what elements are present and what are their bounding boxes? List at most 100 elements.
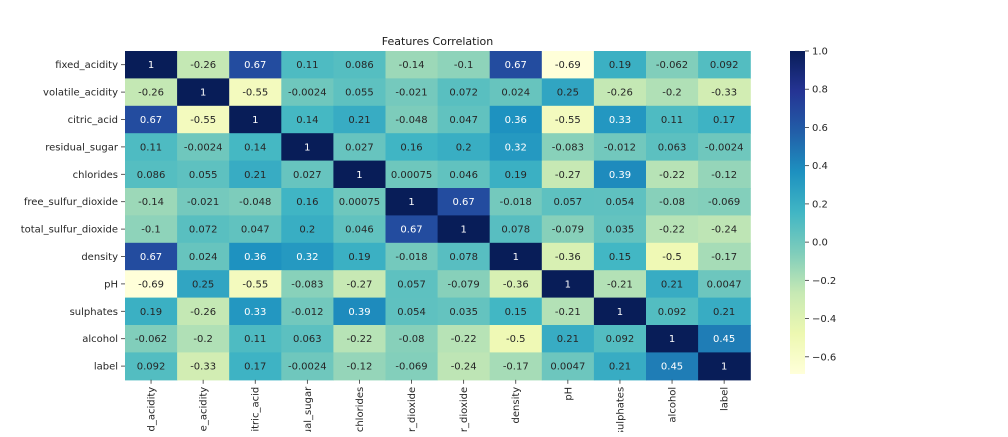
heatmap-cell <box>177 352 230 381</box>
heatmap-cell <box>646 188 699 216</box>
heatmap-cell <box>125 160 178 189</box>
cell-annotation: 0.16 <box>400 142 422 153</box>
heatmap-cell <box>541 215 595 244</box>
heatmap-cell <box>646 242 699 271</box>
heatmap-cell <box>646 133 699 162</box>
heatmap-cell <box>437 325 491 353</box>
cell-annotation: 1 <box>721 362 727 373</box>
cell-annotation: -0.08 <box>659 197 685 208</box>
y-tick-label: chlorides <box>73 170 118 181</box>
heatmap-cell <box>489 160 543 189</box>
heatmap-cell <box>385 215 439 244</box>
heatmap-cell <box>177 78 230 107</box>
cell-annotation: -0.24 <box>451 362 477 373</box>
cell-annotation: 0.072 <box>449 88 478 99</box>
heatmap-cell <box>489 352 543 381</box>
heatmap-cell <box>437 352 491 381</box>
cell-annotation: 0.046 <box>345 225 374 236</box>
heatmap-cell <box>489 78 543 107</box>
cell-annotation: -0.55 <box>555 115 581 126</box>
heatmap-cell <box>593 188 647 216</box>
cell-annotation: -0.12 <box>347 362 373 373</box>
cell-annotation: 0.25 <box>192 279 214 290</box>
heatmap-cell <box>281 188 334 216</box>
cell-annotation: -0.5 <box>506 334 526 345</box>
cell-annotation: 0.19 <box>140 307 162 318</box>
cell-annotation: 1 <box>408 197 414 208</box>
heatmap-cell <box>229 215 282 244</box>
heatmap-cell <box>698 188 751 216</box>
heatmap-cell <box>698 325 751 353</box>
heatmap-cell <box>541 270 595 299</box>
cell-annotation: -0.33 <box>190 362 216 373</box>
y-tick-label: free_sulfur_dioxide <box>24 197 118 208</box>
heatmap-cell <box>125 352 178 381</box>
heatmap-cell <box>698 242 751 271</box>
heatmap-cell <box>541 51 595 79</box>
heatmap-cell <box>385 352 439 381</box>
heatmap-cell <box>333 352 387 381</box>
heatmap-cell <box>489 270 543 299</box>
heatmap-cell <box>593 270 647 299</box>
x-tick-label: density <box>511 387 522 424</box>
cell-annotation: 0.21 <box>244 170 266 181</box>
cell-annotation: 0.11 <box>661 115 683 126</box>
heatmap-cell <box>593 78 647 107</box>
cell-annotation: -0.083 <box>552 142 584 153</box>
heatmap-cell <box>646 297 699 326</box>
heatmap-cell <box>593 242 647 271</box>
x-tick-label: chlorides <box>355 387 366 432</box>
heatmap-cell <box>541 160 595 189</box>
cell-annotation: 0.17 <box>244 362 266 373</box>
y-tick-label: citric_acid <box>68 115 118 126</box>
cell-annotation: -0.062 <box>135 334 167 345</box>
heatmap-cell <box>333 51 387 79</box>
heatmap-cell <box>177 105 230 134</box>
cell-annotation: 0.0047 <box>707 279 742 290</box>
colorbar-tick-label: 0.4 <box>812 161 828 172</box>
cell-annotation: 0.2 <box>299 225 315 236</box>
cell-annotation: -0.22 <box>347 334 373 345</box>
heatmap-cell <box>333 160 387 189</box>
cell-annotation: -0.069 <box>708 197 740 208</box>
cell-annotation: 0.67 <box>505 60 527 71</box>
heatmap-cell <box>698 215 751 244</box>
heatmap-cell <box>437 215 491 244</box>
cell-annotation: -0.27 <box>347 279 373 290</box>
y-tick-label: volatile_acidity <box>43 88 118 99</box>
heatmap-cell <box>646 160 699 189</box>
cell-annotation: 0.057 <box>554 197 583 208</box>
x-tick-label: ur_dioxide <box>407 387 418 432</box>
heatmap-cell <box>281 105 334 134</box>
heatmap-cell <box>437 133 491 162</box>
heatmap-cell <box>698 297 751 326</box>
cell-annotation: 0.086 <box>137 170 166 181</box>
cell-annotation: -0.22 <box>451 334 477 345</box>
cell-annotation: 1 <box>252 115 258 126</box>
x-tick-label: citric_acid <box>251 387 262 432</box>
cell-annotation: 0.39 <box>609 170 631 181</box>
cell-annotation: -0.0024 <box>288 362 327 373</box>
cell-annotation: -0.1 <box>141 225 161 236</box>
heatmap-cell <box>646 270 699 299</box>
cell-annotation: -0.2 <box>662 88 682 99</box>
heatmap-cell <box>541 133 595 162</box>
cell-annotation: 0.063 <box>293 334 322 345</box>
cell-annotation: 0.035 <box>606 225 635 236</box>
heatmap-cell <box>489 325 543 353</box>
heatmap-cell <box>646 105 699 134</box>
cell-annotation: 0.45 <box>713 334 735 345</box>
cell-annotation: 0.21 <box>609 362 631 373</box>
heatmap-cell <box>593 133 647 162</box>
cell-annotation: 0.19 <box>348 252 370 263</box>
y-tick-label: label <box>94 362 118 373</box>
heatmap-cell <box>281 352 334 381</box>
cell-annotation: 0.2 <box>456 142 472 153</box>
cell-annotation: 0.21 <box>557 334 579 345</box>
heatmap-cell <box>229 160 282 189</box>
heatmap-cell <box>698 51 751 79</box>
cell-annotation: -0.22 <box>659 225 685 236</box>
cell-annotation: 0.67 <box>140 115 162 126</box>
colorbar-tick-label: 0.6 <box>812 123 828 134</box>
